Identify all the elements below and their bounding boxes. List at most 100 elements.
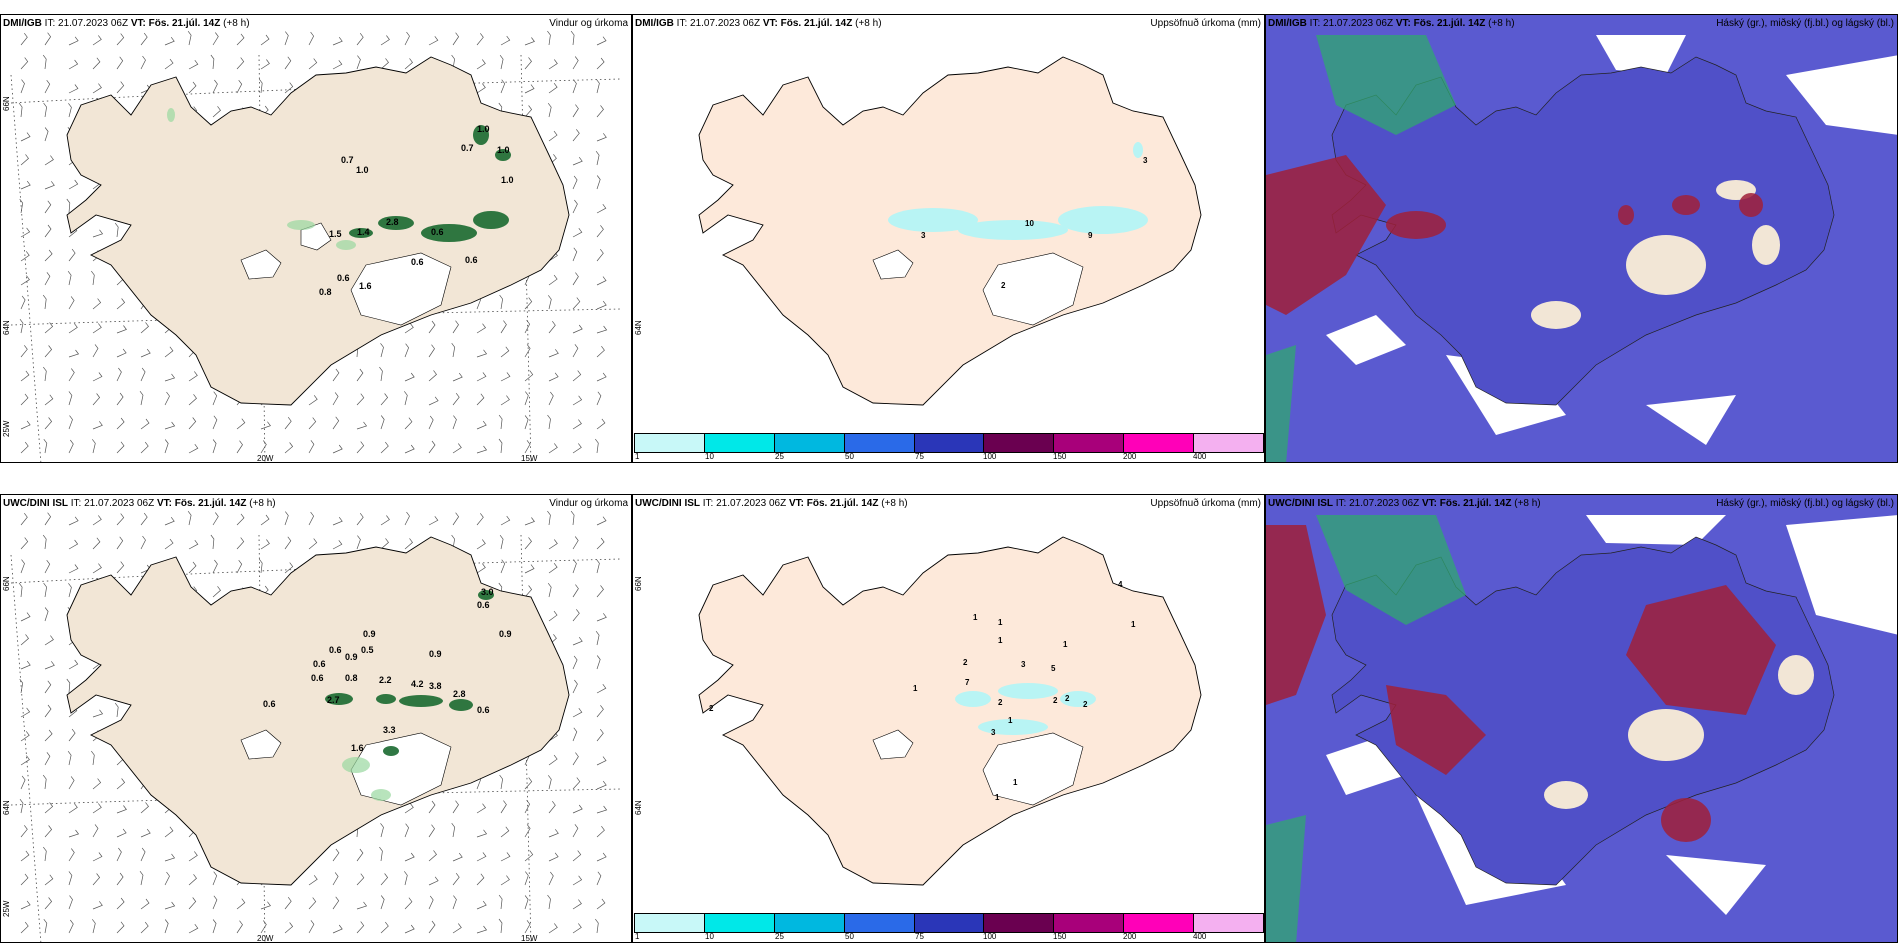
- wind-barb: [20, 921, 29, 934]
- wind-precip-map-uwc[interactable]: 3.0 0.6 0.9 0.9 0.6 0.5 0.6 0.9 0.9 0.8 …: [0, 494, 632, 943]
- lon-label: 15W: [521, 934, 538, 943]
- wind-barb: [500, 559, 506, 574]
- wind-barb: [19, 678, 24, 694]
- wind-barb: [284, 536, 292, 550]
- wind-barb: [20, 537, 29, 550]
- wind-label: 2.7: [327, 695, 340, 705]
- wind-barb: [68, 539, 79, 550]
- wind-barb: [332, 444, 343, 454]
- wind-barb: [92, 709, 104, 718]
- wind-barb: [188, 394, 197, 406]
- precip-label: 7: [965, 678, 970, 687]
- wind-barb: [92, 57, 101, 70]
- wind-barb: [43, 846, 47, 862]
- wind-barb: [332, 896, 340, 910]
- wind-precip-map-dmi[interactable]: 0.7 1.0 1.0 0.7 1.0 1.0 1.5 1.4 2.8 0.6 …: [0, 14, 632, 463]
- wind-barb: [596, 57, 605, 70]
- wind-barb: [20, 370, 30, 382]
- wind-label: 1.0: [501, 175, 514, 185]
- wind-barb: [140, 418, 150, 430]
- wind-barb: [42, 534, 47, 550]
- wind-barb: [140, 535, 146, 550]
- wind-barb: [68, 179, 79, 190]
- wind-map-svg: 0.7 1.0 1.0 0.7 1.0 1.0 1.5 1.4 2.8 0.6 …: [2, 30, 622, 462]
- wind-barb: [187, 30, 192, 46]
- wind-barb: [212, 586, 221, 598]
- wind-barb: [116, 56, 124, 70]
- wind-barb: [404, 391, 408, 406]
- wind-barb: [212, 919, 217, 934]
- wind-barb: [116, 325, 127, 334]
- wind-barb: [572, 899, 582, 910]
- wind-barb: [332, 368, 340, 382]
- precip-label: 1: [995, 793, 1000, 802]
- wind-barb: [596, 300, 607, 310]
- wind-barb: [236, 513, 245, 526]
- wind-barb: [524, 344, 531, 358]
- wind-barb: [212, 415, 218, 430]
- wind-barb: [404, 871, 408, 886]
- wind-barb: [572, 536, 579, 550]
- wind-barb: [212, 895, 218, 910]
- wind-barb: [20, 559, 25, 574]
- wind-barb: [380, 823, 384, 838]
- wind-barb: [498, 414, 503, 430]
- wind-barb: [572, 129, 580, 142]
- wind-barb: [428, 895, 434, 910]
- wind-barb: [572, 752, 579, 766]
- wind-barb: [66, 678, 71, 694]
- wind-barb: [476, 925, 488, 934]
- wind-barb: [116, 561, 125, 574]
- wind-barb: [452, 415, 457, 430]
- wind-barb: [20, 825, 28, 838]
- precip-map-dmi[interactable]: 3 10 3 9 2 64N 1 10 25 50 75 100 150 200…: [632, 14, 1265, 463]
- wind-barb: [498, 438, 503, 454]
- wind-label: 1.6: [351, 743, 364, 753]
- wind-barb: [308, 875, 318, 886]
- wind-barb: [114, 222, 119, 238]
- cloud-map-dmi[interactable]: DMI/IGB IT: 21.07.2023 06Z VT: Fös. 21.j…: [1265, 14, 1898, 463]
- panel-title: Háský (gr.), miðský (fj.bl.) og lágský (…: [1716, 18, 1894, 29]
- precip-label: 2: [1083, 700, 1088, 709]
- wind-barb: [547, 30, 551, 46]
- wind-barb: [356, 441, 365, 454]
- colorbar-label: 150: [1053, 932, 1067, 941]
- precip-label: 4: [1118, 580, 1123, 589]
- wind-barb: [140, 802, 149, 814]
- wind-barb: [68, 895, 73, 910]
- wind-barb: [212, 32, 219, 46]
- wind-barb: [20, 900, 31, 910]
- wind-barb: [140, 847, 146, 862]
- precip-map-uwc[interactable]: 4 1 1 1 1 1 2 3 5 7 1 2 2 2 2 2 1 3 1 1 …: [632, 494, 1265, 943]
- wind-label: 0.7: [341, 155, 354, 165]
- wind-barb: [499, 294, 503, 310]
- wind-barb: [452, 372, 463, 382]
- wind-barb: [572, 777, 581, 790]
- wind-barb: [43, 102, 47, 118]
- wind-barb: [68, 296, 75, 310]
- wind-barb: [596, 203, 607, 214]
- wind-barb: [20, 755, 30, 766]
- wind-barb: [404, 511, 410, 526]
- wind-barb: [67, 750, 72, 766]
- wind-barb: [20, 79, 25, 94]
- wind-barb: [596, 852, 607, 862]
- wind-barb: [67, 270, 72, 286]
- wind-barb: [596, 537, 605, 550]
- wind-barb: [66, 198, 71, 214]
- panel-header: UWC/DINI ISL IT: 21.07.2023 06Z VT: Fös.…: [3, 498, 276, 509]
- panel-header: UWC/DINI ISL IT: 21.07.2023 06Z VT: Fös.…: [1268, 498, 1541, 509]
- wind-barb: [524, 777, 533, 790]
- wind-barb: [524, 799, 531, 814]
- wind-barb: [116, 536, 124, 550]
- wind-barb: [548, 320, 556, 334]
- cloud-map-uwc[interactable]: UWC/DINI ISL IT: 21.07.2023 06Z VT: Fös.…: [1265, 494, 1898, 943]
- precip-label: 2: [1001, 281, 1006, 290]
- wind-barb: [20, 295, 26, 310]
- wind-barb: [476, 873, 485, 886]
- wind-barb: [428, 415, 434, 430]
- lat-label: 64N: [2, 320, 11, 335]
- wind-barb: [452, 852, 463, 862]
- wind-barb: [91, 750, 95, 766]
- wind-barb: [116, 367, 122, 382]
